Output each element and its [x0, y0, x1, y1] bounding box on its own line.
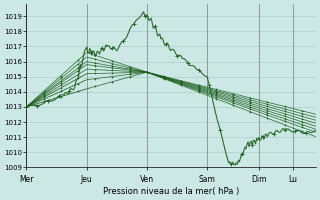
X-axis label: Pression niveau de la mer( hPa ): Pression niveau de la mer( hPa ): [103, 187, 239, 196]
